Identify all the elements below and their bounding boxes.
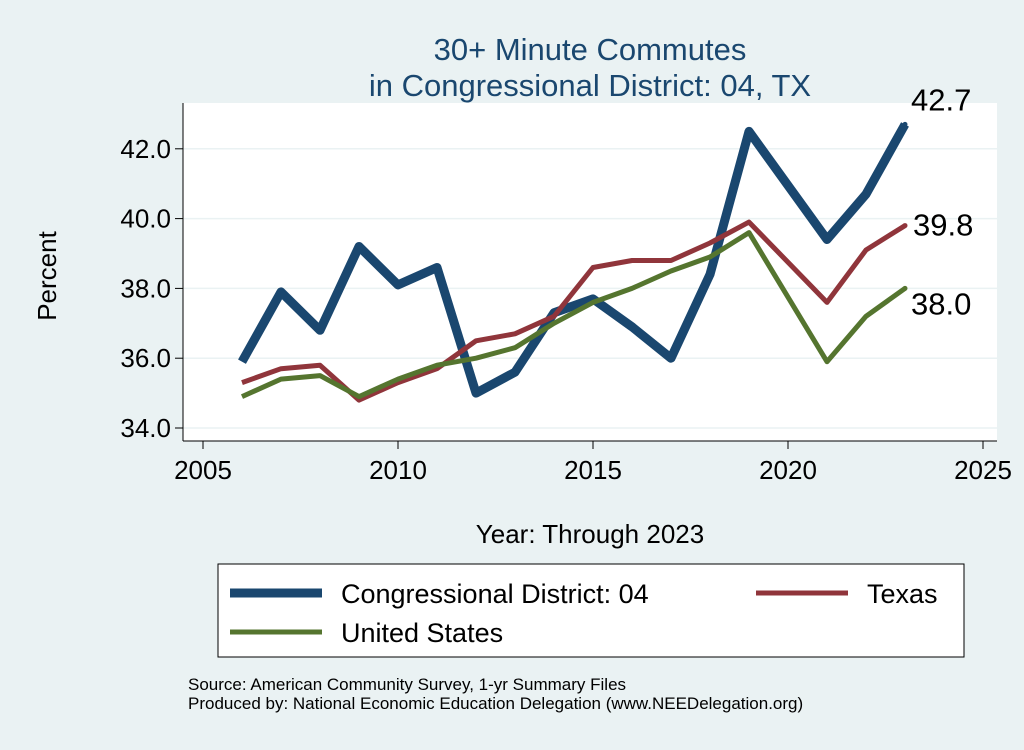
end-label-2: 38.0 (911, 286, 971, 321)
series-end-point-0 (902, 121, 908, 127)
x-axis-ticks: 2005 2010 2015 2020 2025 (174, 441, 1012, 485)
chart-subtitle: in Congressional District: 04, TX (369, 68, 812, 103)
y-tick-label-0: 34.0 (120, 413, 171, 443)
legend: Congressional District: 04 Texas United … (217, 563, 965, 658)
series-lines (238, 121, 909, 403)
series-line-2 (240, 230, 907, 400)
source-note: Source: American Community Survey, 1-yr … (188, 675, 626, 694)
producer-note: Produced by: National Economic Education… (188, 694, 803, 713)
x-tick-label-2: 2015 (564, 455, 622, 485)
legend-box (217, 563, 965, 658)
legend-label-district: Congressional District: 04 (341, 579, 649, 609)
x-tick-label-1: 2010 (369, 455, 427, 485)
y-tick-label-1: 36.0 (120, 343, 171, 373)
y-tick-label-4: 42.0 (120, 134, 171, 164)
gridlines (183, 148, 997, 429)
chart-title: 30+ Minute Commutes (434, 32, 747, 67)
y-tick-label-2: 38.0 (120, 273, 171, 303)
axes (182, 103, 997, 442)
y-tick-label-3: 40.0 (120, 204, 171, 234)
series-end-point-2 (902, 285, 908, 291)
x-tick-label-3: 2020 (759, 455, 817, 485)
legend-label-texas: Texas (867, 579, 938, 609)
end-value-labels: 42.7 39.8 38.0 (911, 82, 973, 321)
x-tick-label-0: 2005 (174, 455, 232, 485)
end-label-0: 42.7 (911, 82, 971, 117)
y-axis-ticks: 34.0 36.0 38.0 40.0 42.0 (120, 134, 183, 443)
y-axis-title: Percent (32, 230, 62, 320)
end-label-1: 39.8 (913, 208, 973, 243)
legend-label-us: United States (341, 618, 503, 648)
x-axis-title: Year: Through 2023 (476, 519, 704, 549)
x-tick-label-4: 2025 (954, 455, 1012, 485)
series-end-point-1 (902, 223, 908, 229)
